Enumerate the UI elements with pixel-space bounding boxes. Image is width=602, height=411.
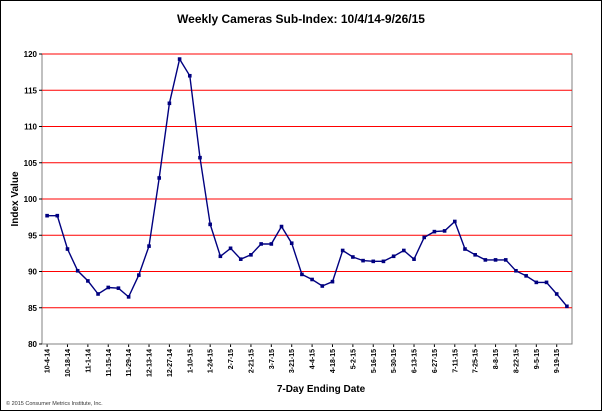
x-axis-title: 7-Day Ending Date: [277, 384, 366, 395]
data-point: [55, 213, 60, 218]
x-tick-label: 12-13-14: [147, 349, 154, 377]
y-tick-label: 95: [28, 231, 37, 240]
data-point: [371, 259, 376, 264]
x-tick-label: 10-4-14: [45, 349, 52, 373]
data-point: [320, 284, 325, 288]
y-tick-label: 115: [24, 86, 37, 95]
data-point: [493, 258, 498, 262]
x-tick-label: 2-21-15: [248, 349, 255, 373]
data-point: [45, 213, 49, 218]
chart-title: Weekly Cameras Sub-Index: 10/4/14-9/26/1…: [177, 12, 425, 26]
x-tick-label: 11-29-14: [126, 349, 133, 377]
data-point: [269, 242, 274, 246]
y-tick-label: 100: [24, 195, 38, 204]
y-axis-title: Index Value: [10, 171, 21, 226]
data-point: [157, 176, 162, 180]
x-tick-label: 1-10-15: [187, 349, 194, 373]
x-tick-label: 6-27-15: [432, 349, 439, 373]
data-point: [198, 155, 202, 160]
data-point: [65, 247, 70, 251]
data-point: [340, 248, 345, 253]
data-point: [473, 253, 477, 257]
data-point: [238, 257, 243, 261]
x-tick-label: 11-15-14: [106, 349, 113, 377]
x-tick-label: 5-30-15: [391, 349, 398, 373]
data-point: [289, 241, 294, 246]
data-point: [147, 244, 151, 248]
y-tick-label: 85: [28, 304, 37, 313]
data-point: [330, 279, 335, 284]
data-point: [432, 229, 437, 234]
x-tick-label: 5-2-15: [350, 349, 357, 369]
data-point: [116, 286, 121, 290]
data-point: [391, 254, 396, 259]
data-point: [259, 242, 263, 246]
x-tick-label: 6-13-15: [412, 349, 419, 373]
data-point: [361, 258, 365, 263]
y-tick-label: 80: [28, 340, 37, 349]
data-point: [126, 295, 131, 299]
x-tick-label: 9-5-15: [534, 349, 541, 369]
data-point: [177, 57, 182, 61]
data-point: [534, 280, 539, 285]
series-line: [47, 57, 568, 307]
data-point: [514, 268, 518, 273]
data-point: [412, 257, 416, 261]
data-point: [208, 222, 212, 227]
y-tick-label: 105: [24, 159, 38, 168]
x-tick-label: 12-27-14: [167, 349, 174, 377]
data-point: [75, 268, 80, 273]
copyright-note: © 2015 Consumer Metrics Institute, Inc.: [6, 400, 103, 407]
x-tick-label: 9-19-15: [554, 349, 561, 373]
data-point: [402, 248, 406, 253]
series-layer: [45, 57, 569, 309]
x-tick-label: 11-1-14: [85, 349, 92, 373]
data-point: [452, 219, 457, 224]
x-tick-label: 3-21-15: [289, 349, 296, 373]
data-point: [218, 254, 223, 259]
data-point: [279, 224, 284, 229]
y-axis-ticks: 80 85 90 95 100 105 110 115 120: [24, 50, 42, 349]
data-point: [228, 246, 233, 251]
x-tick-label: 8-22-15: [513, 349, 520, 373]
x-tick-label: 4-4-15: [310, 349, 317, 369]
data-point: [524, 274, 528, 278]
data-point: [187, 73, 192, 78]
x-tick-label: 7-25-15: [473, 349, 480, 373]
y-tick-label: 90: [28, 268, 37, 277]
data-point: [381, 259, 386, 264]
data-point: [86, 279, 90, 283]
data-point: [503, 258, 508, 262]
data-point: [300, 272, 304, 277]
data-point: [565, 304, 569, 309]
data-point: [463, 247, 467, 251]
x-tick-label: 4-18-15: [330, 349, 337, 373]
data-point: [96, 292, 100, 296]
data-point: [422, 235, 427, 240]
y-tick-label: 120: [24, 50, 38, 59]
data-point: [442, 229, 447, 233]
data-point: [249, 253, 253, 257]
data-point: [106, 285, 111, 290]
x-tick-label: 2-7-15: [228, 349, 235, 369]
grid-lines: [42, 53, 572, 309]
data-point: [351, 255, 355, 259]
data-point: [544, 280, 549, 285]
x-tick-label: 5-16-15: [371, 349, 378, 373]
x-tick-label: 3-7-15: [269, 349, 276, 369]
x-tick-label: 1-24-15: [208, 349, 215, 373]
y-tick-label: 110: [24, 123, 37, 132]
data-point: [137, 273, 141, 277]
x-tick-label: 10-18-14: [65, 349, 72, 377]
data-point: [483, 258, 488, 262]
data-point: [310, 277, 314, 282]
data-point: [554, 292, 559, 296]
x-tick-label: 7-11-15: [452, 349, 459, 373]
x-tick-label: 8-8-15: [493, 349, 500, 369]
data-point: [167, 101, 172, 106]
x-axis-ticks: 10-4-14 10-18-14 11-1-14 11-15-14 11-29-14 12…: [42, 343, 572, 377]
